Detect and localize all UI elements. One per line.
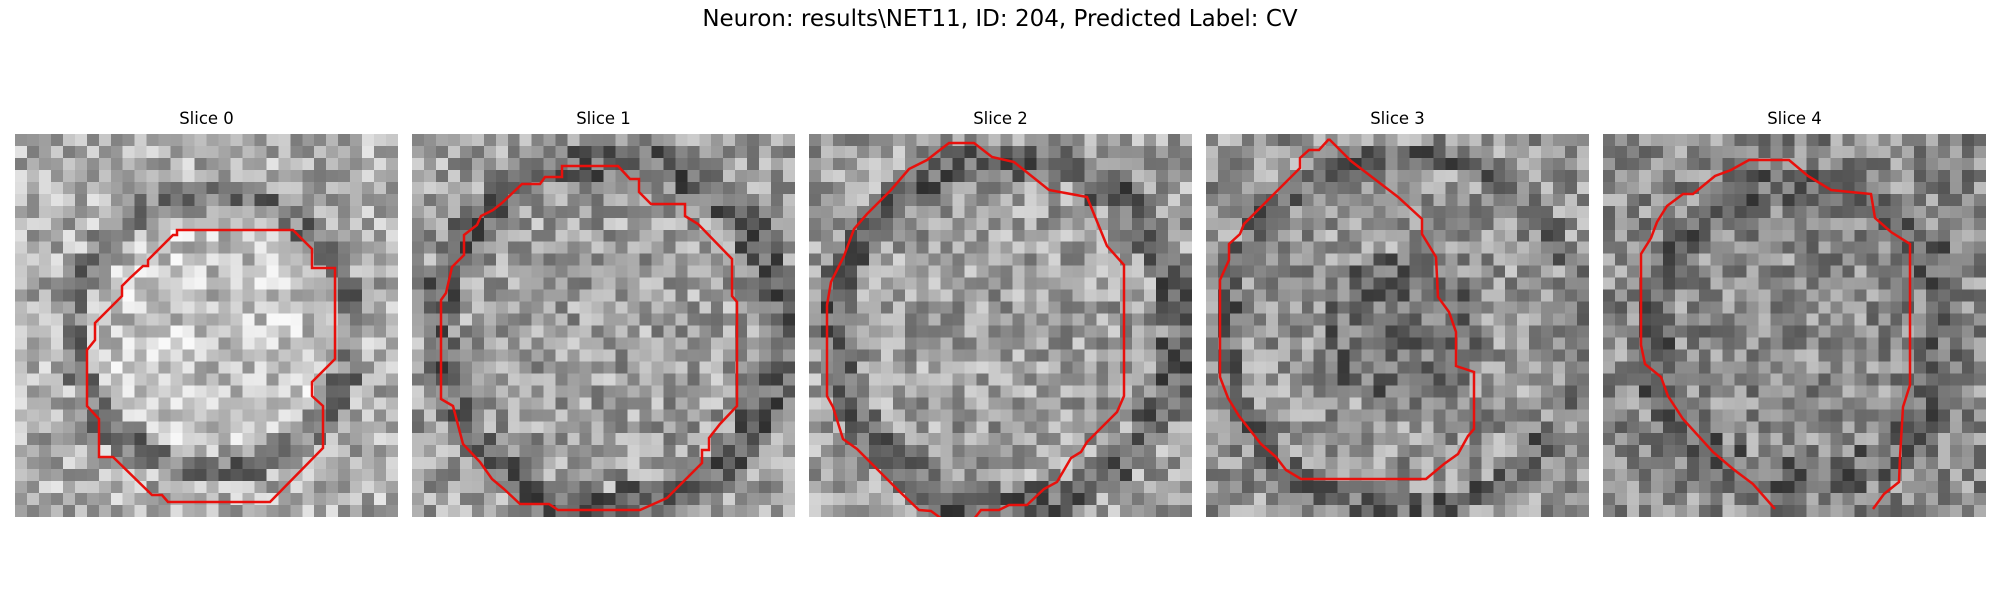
- contour-line-2: [825, 141, 1126, 517]
- contour-line-1: [439, 164, 739, 512]
- slice-panel-1: Slice 1: [412, 108, 795, 517]
- slice-image-4: [1603, 134, 1986, 517]
- slice-panel-3: Slice 3: [1206, 108, 1589, 517]
- slice-title-2: Slice 2: [973, 109, 1028, 128]
- slice-title-0: Slice 0: [179, 109, 234, 128]
- slice-title-1: Slice 1: [576, 109, 631, 128]
- contour-line-3: [1218, 138, 1476, 481]
- slice-title-3: Slice 3: [1370, 109, 1425, 128]
- slice-panel-0: Slice 0: [15, 108, 398, 517]
- contour-line-0: [85, 228, 337, 504]
- slice-panel-4: Slice 4: [1603, 108, 1986, 517]
- slice-title-4: Slice 4: [1767, 109, 1822, 128]
- figure-title: Neuron: results\NET11, ID: 204, Predicte…: [702, 6, 1298, 32]
- contour-overlay-1: [439, 164, 739, 512]
- slice-panel-2: Slice 2: [809, 108, 1192, 517]
- contour-overlay-2: [825, 141, 1126, 517]
- contour-overlay-3: [1218, 138, 1476, 481]
- contour-line-4: [1639, 158, 1912, 510]
- slice-image-2: [809, 134, 1192, 517]
- slice-image-1: [412, 134, 795, 517]
- contour-overlay-4: [1639, 158, 1912, 510]
- contour-overlay-0: [85, 228, 337, 504]
